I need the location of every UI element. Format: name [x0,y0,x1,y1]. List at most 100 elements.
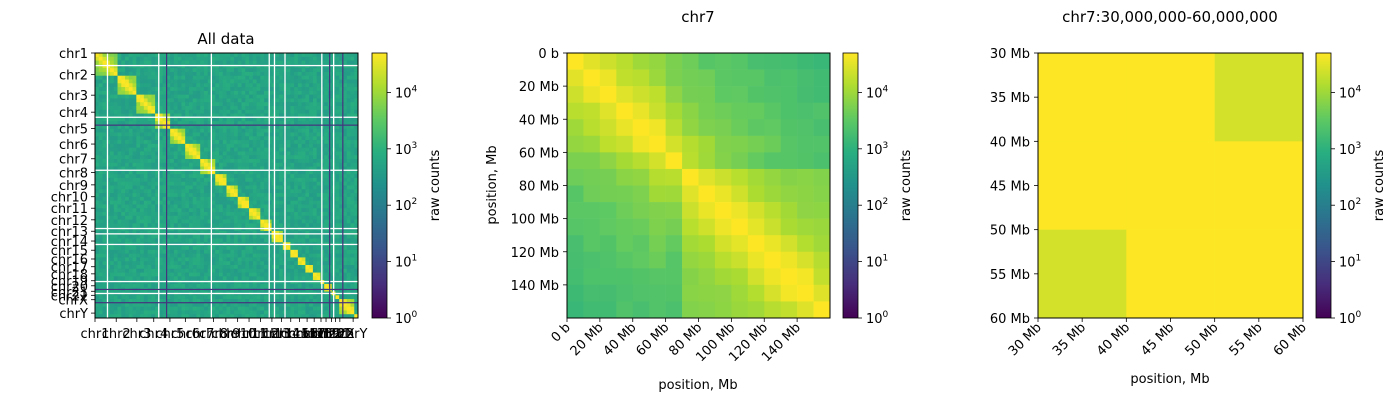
heatmap-cell [188,234,193,239]
heatmap-cell [218,53,224,58]
heatmap-cell [301,295,306,300]
heatmap-cell [185,143,190,148]
heatmap-cell [98,238,103,243]
heatmap-cell [125,79,130,84]
heatmap-cell [222,200,227,205]
heatmap-cell [256,238,261,243]
heatmap-cell [177,230,182,236]
heatmap-cell [143,238,148,243]
heatmap-cell [117,166,122,171]
heatmap-cell [155,151,160,156]
heatmap-cell [316,151,321,156]
heatmap-cell [324,128,329,133]
heatmap-cell [354,143,359,148]
heatmap-cell [249,102,254,107]
heatmap-cell [346,283,351,289]
heatmap-cell [192,261,197,266]
heatmap-cell [354,140,359,145]
heatmap-cell [297,56,302,61]
heatmap-cell [342,113,348,118]
heatmap-cell [166,102,171,107]
heatmap-cell [143,106,148,111]
heatmap-cell [95,90,100,95]
heatmap-cell [234,143,239,148]
heatmap-cell [158,249,163,254]
heatmap-cell [121,212,126,217]
heatmap-cell [222,306,227,311]
heatmap-cell [143,268,148,273]
heatmap-cell [230,136,235,141]
heatmap-cell [305,200,310,205]
heatmap-cell [207,257,212,262]
heatmap-cell [136,109,141,114]
heatmap-cell [102,83,107,88]
heatmap-cell [290,106,295,111]
heatmap-cell [290,253,295,258]
heatmap-cell [342,193,348,198]
heatmap-cell [252,102,257,107]
heatmap-cell [136,234,141,239]
heatmap-cell [140,219,145,224]
heatmap-cell [324,98,329,103]
heatmap-cell [312,166,317,171]
heatmap-cell [256,200,261,205]
heatmap-cell [181,155,186,160]
heatmap-cell [256,64,261,69]
heatmap-cell [305,128,310,133]
heatmap-cell [252,299,257,304]
heatmap-cell [249,238,254,243]
heatmap-cell [192,174,197,179]
heatmap-cell [339,208,344,213]
heatmap-cell [121,155,126,160]
heatmap-cell [335,128,340,133]
heatmap-cell [354,272,359,277]
heatmap-cell [218,128,224,133]
heatmap-cell [125,75,130,80]
heatmap-cell [350,83,355,88]
heatmap-cell [339,299,344,304]
heatmap-cell [95,143,100,148]
heatmap-cell [286,174,291,179]
heatmap-cell [102,109,107,114]
heatmap-cell [335,193,340,198]
heatmap-cell [342,98,348,103]
heatmap-cell [237,155,242,160]
heatmap-cell [207,185,212,190]
heatmap-cell [335,132,340,137]
heatmap-cell [271,56,276,61]
heatmap-cell [215,246,220,251]
heatmap-cell [196,177,201,183]
heatmap-cell [128,306,133,311]
heatmap-cell [335,60,340,65]
heatmap-cell [241,204,246,209]
heatmap-cell [279,174,284,179]
heatmap-cell [98,219,103,224]
heatmap-cell [200,79,205,84]
heatmap-cell [215,196,220,201]
heatmap-cell [110,212,115,217]
heatmap-cell [102,265,107,270]
heatmap-cell [215,53,220,58]
heatmap-cell [121,68,126,73]
heatmap-cell [222,295,227,300]
heatmap-cell [192,87,197,92]
heatmap-cell [166,208,171,213]
heatmap-cell [125,117,130,122]
heatmap-cell [342,159,348,164]
heatmap-cell [290,299,295,304]
heatmap-cell [241,299,246,304]
heatmap-cell [294,128,299,133]
heatmap-cell [162,261,167,266]
heatmap-cell [188,249,193,254]
heatmap-cell [207,159,212,164]
heatmap-cell [106,257,111,262]
heatmap-cell [140,151,145,156]
heatmap-cell [102,132,107,137]
heatmap-cell [226,268,231,273]
heatmap-cell [151,189,156,194]
heatmap-cell [249,234,254,239]
heatmap-cell [113,306,118,311]
heatmap-cell [95,136,100,141]
heatmap-cell [264,90,269,95]
heatmap-cell [143,64,148,69]
